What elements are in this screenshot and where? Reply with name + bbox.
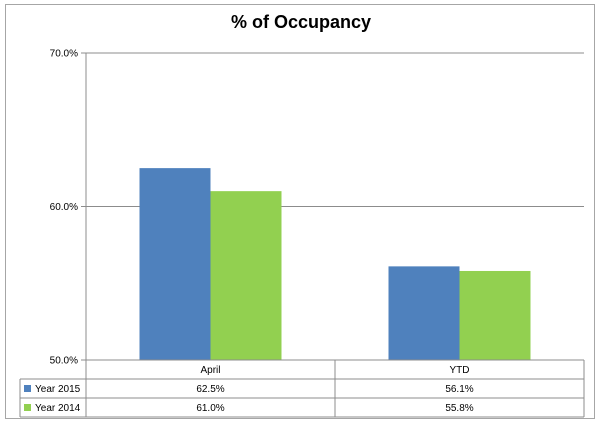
y-tick-label: 60.0% [50,202,78,213]
bar-layer [139,168,531,360]
category-label: YTD [450,365,470,376]
y-tick-label: 50.0% [50,356,78,367]
bar [210,191,282,360]
data-label: 61.0% [196,403,224,414]
legend-swatch [24,404,31,411]
chart-title: % of Occupancy [230,12,372,32]
bar [459,270,531,360]
category-label: April [200,365,220,376]
data-label: 62.5% [196,384,224,395]
data-table: April YTD Year 2015 62.5% 56.1% Year 2014 61.0… [19,359,585,418]
bar [139,168,211,360]
legend-swatch [24,385,31,392]
bar [388,266,460,360]
data-label: 56.1% [445,384,473,395]
legend-label: Year 2015 [35,384,81,395]
legend-label: Year 2014 [35,403,81,414]
data-label: 55.8% [445,403,473,414]
y-tick-label: 70.0% [50,49,78,60]
